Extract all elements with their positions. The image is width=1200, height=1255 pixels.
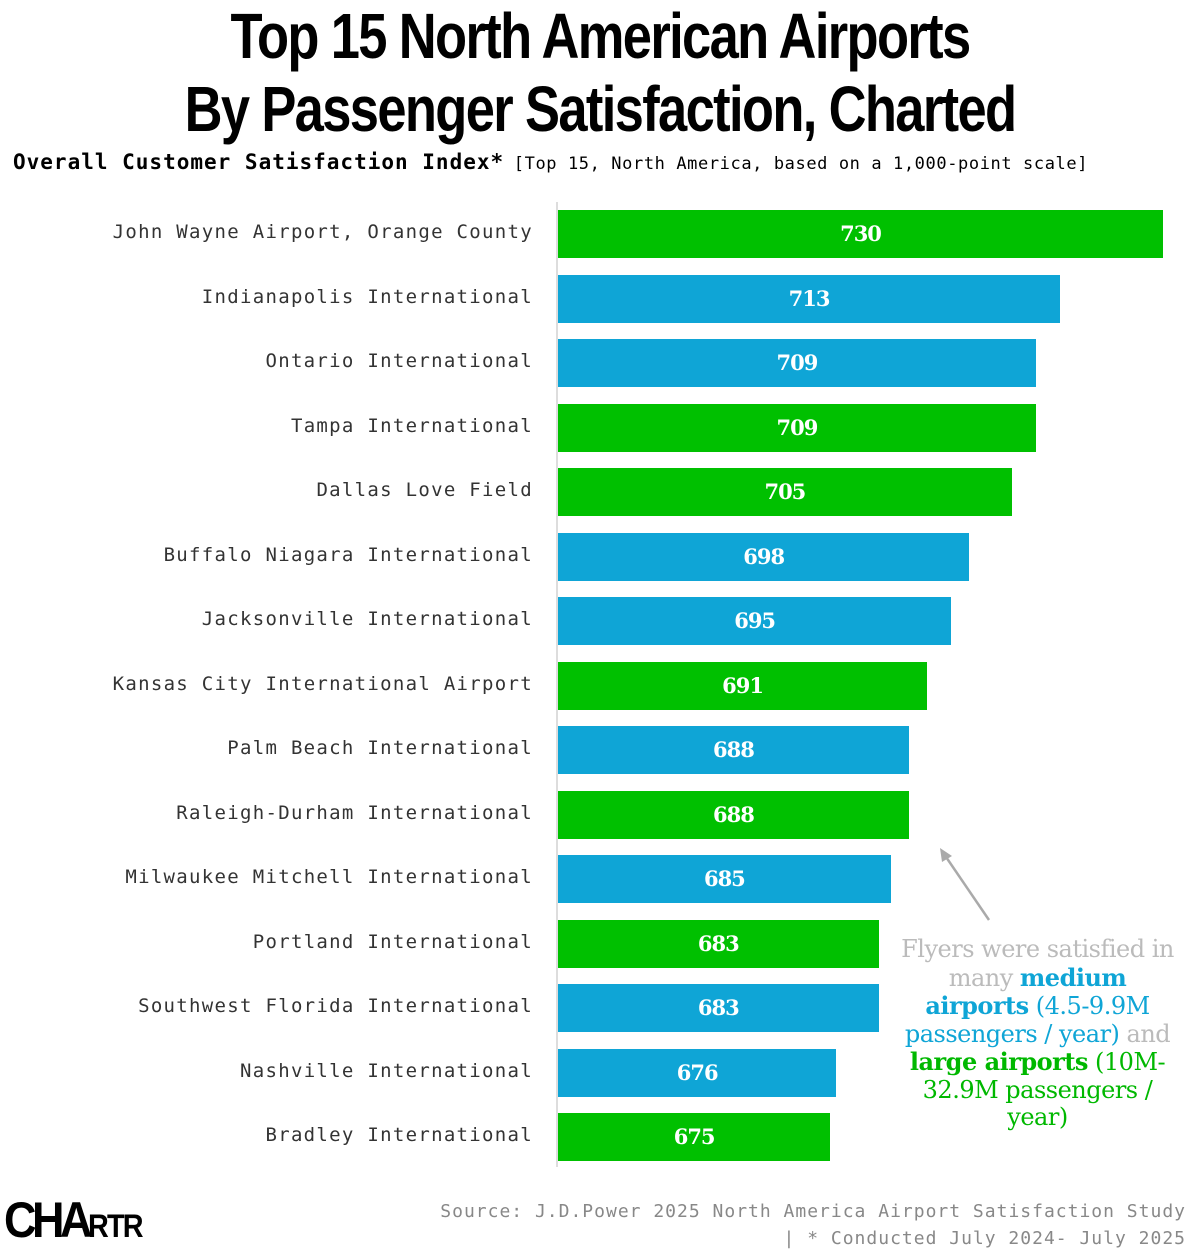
annotation-text: Flyers were satisfied in many medium air… [895,935,1180,1132]
data-label: 688 [713,801,755,827]
data-label: 683 [697,930,740,956]
category-label: Palm Beach International [227,737,533,759]
bar-large [558,661,928,710]
annotation-medium: medium airports [925,962,1127,1020]
data-label: 675 [673,1124,716,1149]
data-label: 713 [788,285,831,311]
bar-medium [558,984,879,1032]
bar-medium [558,339,1036,387]
category-label: Jacksonville International [201,608,533,630]
data-label: 685 [703,866,746,891]
annotation-large-range: (10M-32.9M passengers / year) [922,1048,1166,1131]
annotation-medium-range: (4.5-9.9M passengers / year) [904,992,1150,1048]
bar-large [558,790,909,839]
category-label: John Wayne Airport, Orange County [112,221,533,243]
bar-medium [558,274,1061,323]
bar-medium [558,532,970,581]
data-label: 691 [722,672,764,698]
source-line1: Source: J.D.Power 2025 North America Air… [440,1201,1186,1222]
category-label: Indianapolis International [201,285,533,308]
subtitle-bold: Overall Customer Satisfaction Index* [13,150,505,174]
chartr-logo: CHARTR [4,1192,144,1248]
category-label: Kansas City International Airport [112,672,533,695]
bar-medium [558,855,891,903]
data-label: 705 [764,479,806,504]
bar-medium [558,726,909,774]
data-label: 709 [776,350,819,375]
bar-large [558,919,879,968]
data-label: 688 [713,737,755,762]
bar-medium [558,1048,837,1097]
data-label: 730 [840,221,882,246]
data-label: 676 [676,1059,719,1085]
annotation-part: and [1119,1019,1171,1048]
data-label: 709 [776,414,819,440]
category-label: Dallas Love Field [316,479,533,501]
bar-medium [558,597,952,645]
y-axis-line [556,202,558,1167]
category-label: Southwest Florida International [138,995,533,1017]
chart-title-line1: Top 15 North American Airports [230,0,971,72]
category-label: Bradley International [265,1124,533,1146]
category-label: Nashville International [240,1059,533,1082]
bar-large [558,468,1012,516]
bar-large [558,210,1163,258]
annotation-arrow [940,848,991,921]
source-line2: | * Conducted July 2024- July 2025 [783,1228,1186,1249]
chart-title-line2: By Passenger Satisfaction, Charted [184,73,1018,145]
category-label: Portland International [252,930,533,953]
bar-large [558,1113,831,1161]
bar-large [558,403,1036,452]
annotation-part: Flyers were satisfied in many [901,935,1174,992]
subtitle-rest: [Top 15, North America, based on a 1,000… [513,154,1089,174]
category-label: Ontario International [265,350,533,372]
data-label: 683 [697,995,740,1020]
category-label: Tampa International [290,414,533,437]
category-label: Buffalo Niagara International [163,543,533,566]
data-label: 695 [734,608,776,633]
source-note: Source: J.D.Power 2025 North America Air… [440,1198,1186,1252]
annotation-large: large airports [909,1047,1089,1076]
chart-subtitle: Overall Customer Satisfaction Index* [To… [13,150,1088,174]
category-label: Milwaukee Mitchell International [125,866,533,888]
data-label: 698 [743,543,785,569]
category-label: Raleigh-Durham International [176,801,533,824]
